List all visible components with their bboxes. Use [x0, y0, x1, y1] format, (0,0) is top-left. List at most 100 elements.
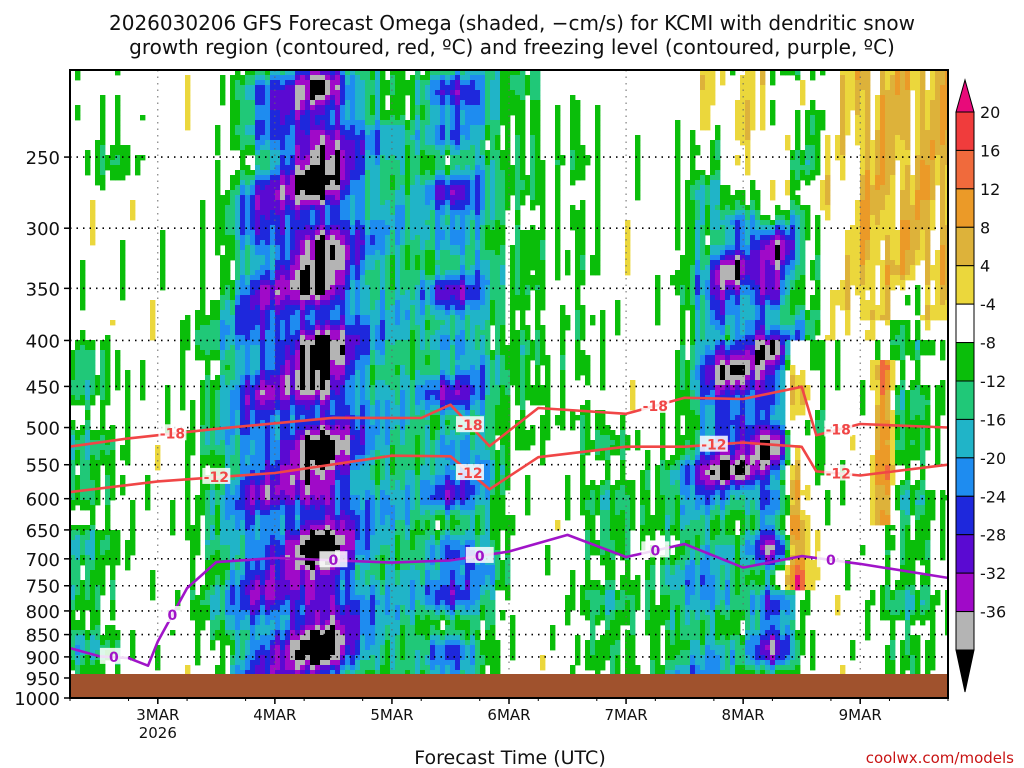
omega-cell [120, 290, 126, 296]
omega-cell [345, 185, 351, 191]
omega-cell [245, 140, 251, 146]
omega-cell [130, 215, 136, 221]
omega-cell [265, 100, 271, 106]
omega-cell [295, 245, 301, 251]
omega-cell [235, 200, 241, 206]
omega-cell [215, 195, 221, 201]
omega-cell [305, 210, 311, 216]
omega-cell [305, 625, 311, 631]
omega-cell [295, 455, 301, 461]
omega-cell [260, 450, 266, 456]
omega-cell [320, 115, 326, 121]
omega-cell [235, 340, 241, 346]
omega-cell [70, 390, 76, 396]
omega-cell [75, 115, 81, 121]
omega-cell [280, 440, 286, 446]
omega-cell [235, 270, 241, 276]
omega-cell [300, 245, 306, 251]
omega-cell [225, 380, 231, 386]
omega-cell [345, 140, 351, 146]
omega-cell [305, 480, 311, 486]
omega-cell [330, 475, 336, 481]
omega-cell [255, 210, 261, 216]
omega-cell [330, 160, 336, 166]
omega-cell [200, 350, 206, 356]
omega-cell [300, 580, 306, 586]
omega-cell [310, 155, 316, 161]
omega-cell [330, 640, 336, 646]
omega-cell [340, 635, 346, 641]
omega-cell [315, 475, 321, 481]
omega-cell [265, 450, 271, 456]
omega-cell [265, 430, 271, 436]
omega-cell [85, 630, 91, 636]
omega-cell [80, 290, 86, 296]
omega-cell [260, 590, 266, 596]
omega-cell [110, 175, 116, 181]
omega-cell [240, 390, 246, 396]
omega-cell [265, 315, 271, 321]
omega-cell [280, 655, 286, 661]
omega-cell [270, 105, 276, 111]
omega-cell [100, 590, 106, 596]
omega-cell [330, 535, 336, 541]
omega-cell [265, 370, 271, 376]
omega-cell [315, 210, 321, 216]
omega-cell [230, 625, 236, 631]
omega-cell [225, 510, 231, 516]
omega-cell [355, 215, 361, 221]
omega-cell [230, 340, 236, 346]
omega-cell [360, 385, 366, 391]
omega-cell [260, 100, 266, 106]
omega-cell [315, 410, 321, 416]
omega-cell [275, 160, 281, 166]
omega-cell [290, 670, 296, 676]
omega-cell [80, 630, 86, 636]
omega-cell [115, 140, 121, 146]
omega-cell [280, 385, 286, 391]
omega-cell [260, 105, 266, 111]
omega-cell [255, 395, 261, 401]
omega-cell [325, 360, 331, 366]
omega-cell [265, 105, 271, 111]
omega-cell [85, 390, 91, 396]
omega-cell [325, 365, 331, 371]
omega-cell [90, 660, 96, 666]
omega-cell [335, 215, 341, 221]
omega-cell [225, 550, 231, 556]
omega-cell [360, 325, 366, 331]
omega-cell [325, 400, 331, 406]
omega-cell [230, 590, 236, 596]
omega-cell [260, 200, 266, 206]
omega-cell [320, 120, 326, 126]
omega-cell [290, 665, 296, 671]
omega-cell [340, 500, 346, 506]
omega-cell [325, 230, 331, 236]
omega-cell [75, 665, 81, 671]
omega-cell [315, 365, 321, 371]
omega-cell [320, 380, 326, 386]
omega-cell [305, 165, 311, 171]
omega-cell [360, 615, 366, 621]
omega-cell [110, 565, 116, 571]
omega-cell [325, 375, 331, 381]
omega-cell [255, 500, 261, 506]
omega-cell [250, 70, 256, 76]
omega-cell [295, 585, 301, 591]
omega-cell [255, 105, 261, 111]
omega-cell [285, 220, 291, 226]
omega-cell [245, 265, 251, 271]
omega-cell [200, 620, 206, 626]
omega-cell [310, 515, 316, 521]
omega-cell [270, 455, 276, 461]
omega-cell [275, 445, 281, 451]
omega-cell [365, 360, 371, 366]
omega-cell [230, 190, 236, 196]
omega-cell [240, 635, 246, 641]
omega-cell [255, 85, 261, 91]
omega-cell [320, 670, 326, 676]
omega-cell [90, 530, 96, 536]
omega-cell [295, 565, 301, 571]
omega-cell [320, 635, 326, 641]
